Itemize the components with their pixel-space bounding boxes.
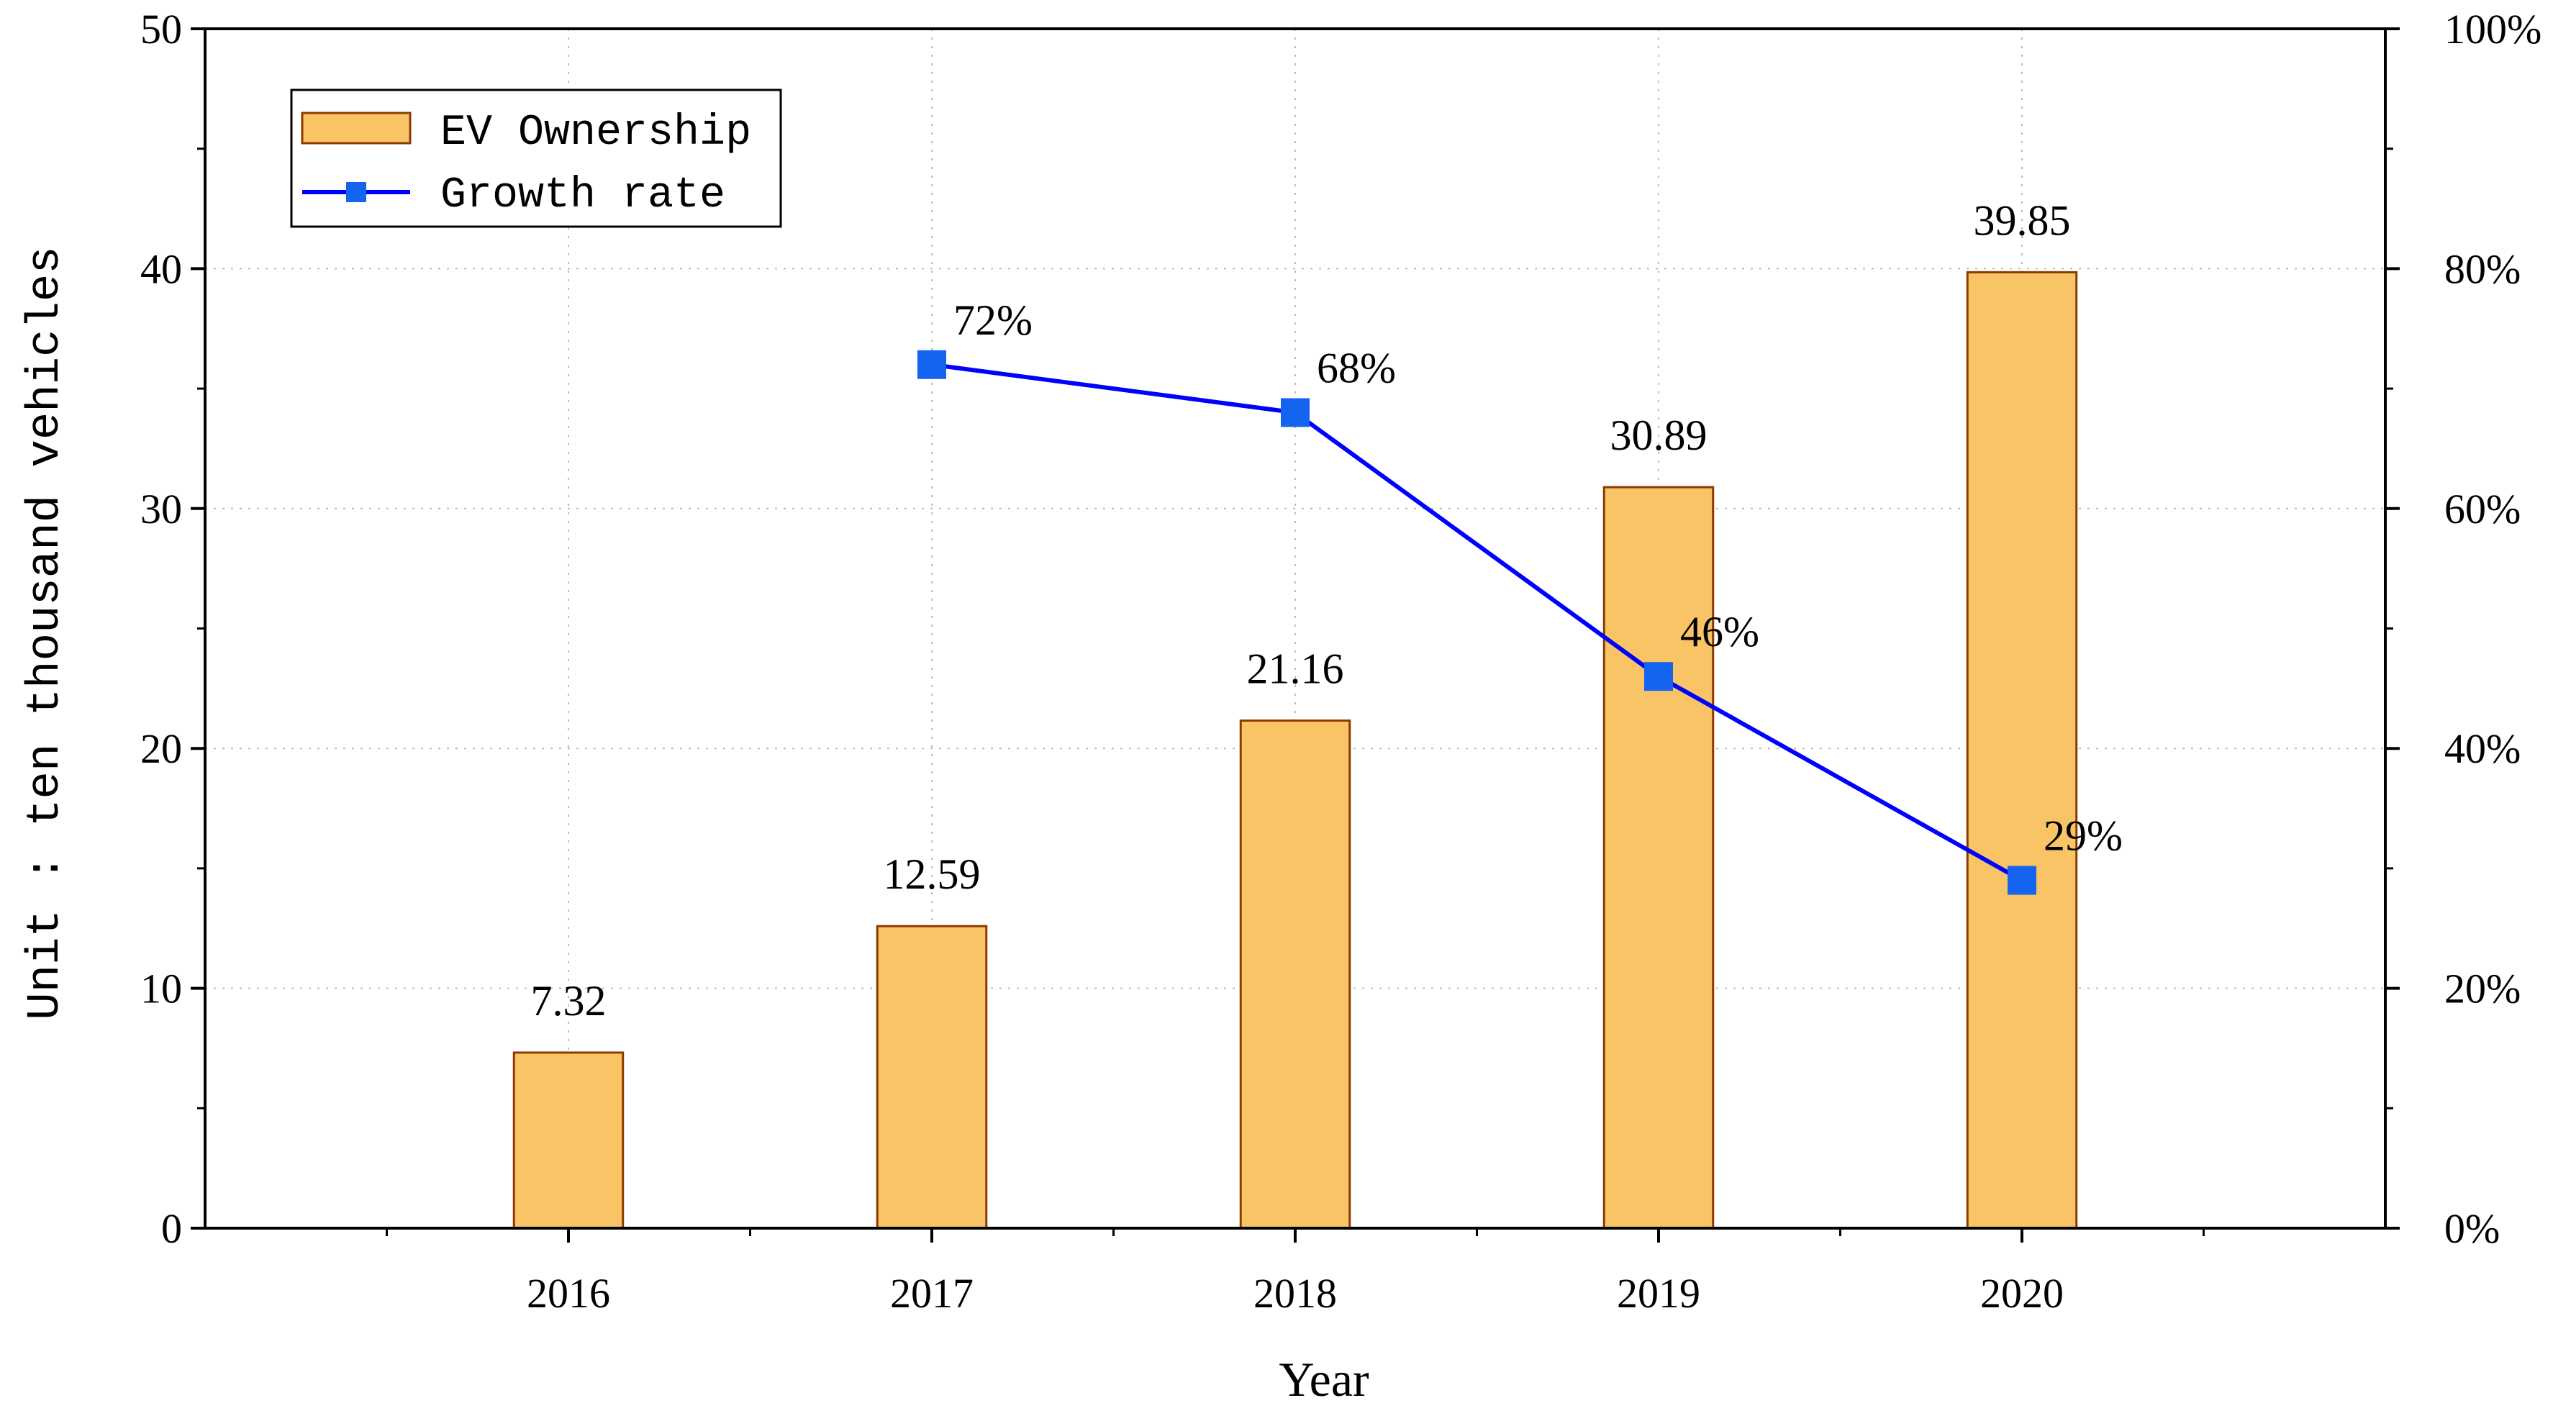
bar-2018 <box>1239 719 1351 1230</box>
bar-value-label: 39.85 <box>1974 196 2071 244</box>
y2-tick-label: 20% <box>2444 966 2521 1012</box>
growth-value-label: 68% <box>1317 344 1396 391</box>
y-tick-label: 50 <box>140 6 182 53</box>
growth-marker-2019 <box>1644 662 1673 691</box>
bar-2020 <box>1966 271 2078 1230</box>
y-tick-label: 20 <box>140 725 182 772</box>
bar-series <box>512 271 2078 1230</box>
y2-tick-label: 0% <box>2444 1205 2500 1252</box>
growth-value-label: 29% <box>2044 812 2123 860</box>
axes-ticks: 0 10 20 30 40 50 0% 20% 40% 60% 80% 100% 2016 2017 201… <box>140 6 2541 1317</box>
bar-2016 <box>512 1051 625 1230</box>
legend-marker-swatch <box>346 182 366 202</box>
x-tick-label: 2018 <box>1253 1270 1337 1317</box>
y-tick-label: 0 <box>161 1205 182 1252</box>
growth-marker-2017 <box>917 350 946 379</box>
bar-value-label: 12.59 <box>884 850 981 898</box>
y-tick-label: 30 <box>140 486 182 532</box>
x-tick-label: 2016 <box>527 1270 610 1317</box>
growth-marker-2020 <box>2008 866 2036 895</box>
y2-tick-label: 60% <box>2444 486 2521 532</box>
legend-label-growth-rate: Growth rate <box>440 171 725 220</box>
y2-tick-label: 40% <box>2444 725 2521 772</box>
y2-tick-label: 80% <box>2444 245 2521 292</box>
bar-value-label: 7.32 <box>531 977 607 1025</box>
growth-value-label: 72% <box>953 296 1033 344</box>
growth-marker-2018 <box>1281 398 1310 427</box>
legend-bar-swatch <box>301 112 412 145</box>
y-tick-label: 10 <box>140 966 182 1012</box>
legend: EV Ownership Growth rate <box>290 88 782 228</box>
x-tick-label: 2017 <box>890 1270 974 1317</box>
bar-2019 <box>1602 486 1715 1230</box>
y2-tick-label: 100% <box>2444 6 2541 53</box>
x-axis-title: Year <box>1279 1352 1369 1407</box>
line-series <box>917 350 2036 895</box>
data-labels: 7.32 12.59 21.16 30.89 39.85 72% 68% 46% 29% <box>531 196 2123 1025</box>
growth-rate-line <box>931 362 2023 883</box>
bar-value-label: 21.16 <box>1247 645 1344 693</box>
bar-2017 <box>876 925 988 1230</box>
x-tick-label: 2019 <box>1617 1270 1700 1317</box>
y-tick-label: 40 <box>140 245 182 292</box>
bar-value-label: 30.89 <box>1610 412 1707 459</box>
legend-label-ev-ownership: EV Ownership <box>440 109 751 158</box>
x-tick-label: 2020 <box>1980 1270 2064 1317</box>
growth-value-label: 46% <box>1680 608 1759 655</box>
y-axis-title: Unit : ten thousand vehicles <box>20 246 72 1020</box>
